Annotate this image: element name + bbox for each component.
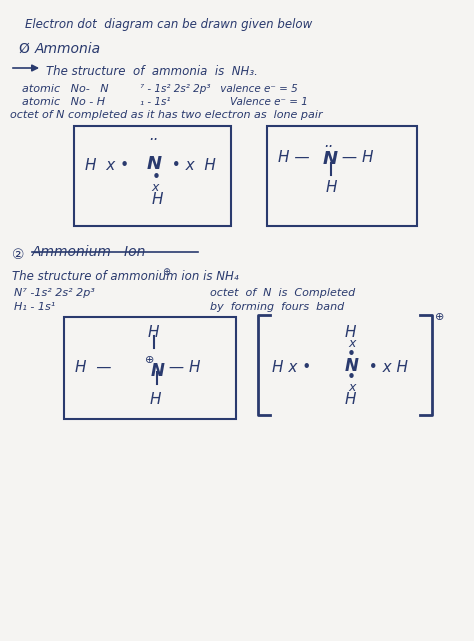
Text: octet of N completed as it has two electron as  lone pair: octet of N completed as it has two elect… xyxy=(10,110,323,120)
Text: ②: ② xyxy=(12,248,25,262)
Text: N: N xyxy=(323,150,338,168)
Text: N: N xyxy=(151,362,165,380)
Text: H: H xyxy=(345,325,356,340)
Text: Valence e⁻ = 1: Valence e⁻ = 1 xyxy=(230,97,308,107)
Text: H: H xyxy=(345,392,356,407)
Text: Ammonia: Ammonia xyxy=(35,42,101,56)
Text: H₁ - 1s¹: H₁ - 1s¹ xyxy=(14,302,55,312)
Text: N: N xyxy=(147,155,162,173)
Text: atomic   No - H: atomic No - H xyxy=(22,97,105,107)
Text: — H: — H xyxy=(337,150,374,165)
Text: •: • xyxy=(152,170,161,185)
Text: H: H xyxy=(326,180,337,195)
Text: The structure  of  ammonia  is  NH₃.: The structure of ammonia is NH₃. xyxy=(46,65,258,78)
Text: •: • xyxy=(347,370,356,385)
Text: x: x xyxy=(151,181,158,194)
Text: ⊕: ⊕ xyxy=(145,355,155,365)
Text: H x •: H x • xyxy=(272,360,321,375)
Text: ··: ·· xyxy=(323,140,333,155)
Text: N: N xyxy=(345,357,359,375)
Text: •: • xyxy=(347,347,356,362)
Text: H  x •: H x • xyxy=(85,158,139,173)
Text: • x  H: • x H xyxy=(162,158,216,173)
Text: Electron dot  diagram can be drawn given below: Electron dot diagram can be drawn given … xyxy=(25,18,312,31)
Text: octet  of  N  is  Completed: octet of N is Completed xyxy=(210,288,355,298)
Text: — H: — H xyxy=(164,360,201,375)
Text: ⁷ - 1s² 2s² 2p³   valence e⁻ = 5: ⁷ - 1s² 2s² 2p³ valence e⁻ = 5 xyxy=(140,84,298,94)
Text: H: H xyxy=(150,392,162,407)
Text: Ø: Ø xyxy=(18,42,29,56)
Text: N⁷ -1s² 2s² 2p³: N⁷ -1s² 2s² 2p³ xyxy=(14,288,95,298)
Text: H —: H — xyxy=(278,150,315,165)
Text: H  —: H — xyxy=(75,360,117,375)
Text: • x H: • x H xyxy=(359,360,408,375)
Text: x: x xyxy=(348,337,356,350)
Text: ··: ·· xyxy=(148,133,158,148)
Text: Ammonium   Ion: Ammonium Ion xyxy=(32,245,146,259)
Text: ₁ - 1s¹: ₁ - 1s¹ xyxy=(140,97,171,107)
Text: x: x xyxy=(348,381,356,394)
Text: ⊕: ⊕ xyxy=(435,312,444,322)
Text: H: H xyxy=(148,325,159,340)
Text: ⊕: ⊕ xyxy=(162,267,170,277)
Text: H: H xyxy=(152,192,164,207)
Text: The structure of ammonium ion is NH₄: The structure of ammonium ion is NH₄ xyxy=(12,270,238,283)
Text: by  forming  fours  band: by forming fours band xyxy=(210,302,344,312)
Text: atomic   No-   N: atomic No- N xyxy=(22,84,109,94)
